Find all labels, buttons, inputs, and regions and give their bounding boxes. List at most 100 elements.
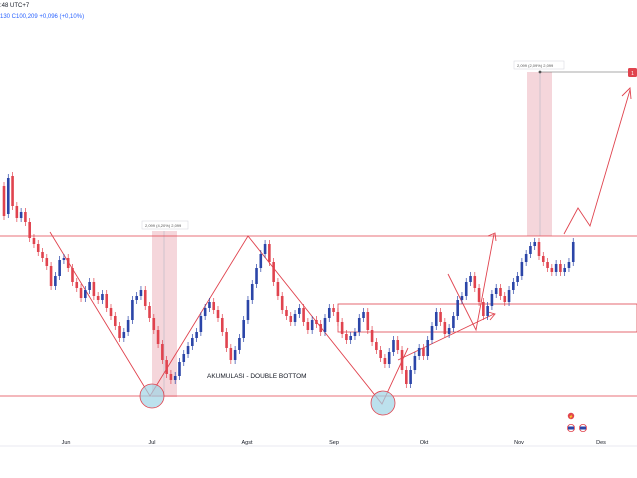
candle [366, 312, 370, 330]
arrowhead-2 [487, 232, 497, 242]
candle [447, 328, 451, 334]
candle [75, 282, 79, 288]
candle [357, 318, 361, 332]
candle [554, 264, 558, 272]
measure-box-1 [152, 231, 177, 397]
flash-icon: ⚡ [569, 414, 574, 419]
candle [332, 308, 335, 312]
candle [550, 268, 554, 272]
candle [460, 296, 464, 300]
candle [298, 308, 301, 314]
x-tick-label: Okt [420, 440, 429, 446]
candle [45, 258, 49, 266]
double-bottom-pattern [49, 231, 409, 405]
candle [516, 276, 519, 282]
measure-label-bg-1 [141, 220, 189, 230]
candle [92, 282, 96, 296]
candle [285, 310, 288, 316]
candle [84, 290, 87, 298]
candle [541, 256, 545, 262]
candle [62, 258, 66, 260]
target-dot [538, 70, 542, 74]
candle [477, 288, 481, 302]
candle [229, 348, 233, 360]
candle [268, 244, 271, 262]
candle [263, 244, 267, 254]
measure-label-1: 2,099 (4,20%) 2,099 [145, 223, 182, 228]
flag-icon-2 [580, 426, 586, 430]
flag-icon-1 [568, 426, 574, 430]
projection-arrowhead [621, 87, 632, 100]
candle [173, 376, 177, 380]
candle [520, 262, 524, 276]
candle [242, 320, 245, 338]
candle [563, 268, 566, 272]
candle [499, 288, 502, 296]
wedge-lines [447, 233, 495, 332]
candle [36, 244, 40, 252]
candle [41, 252, 44, 258]
candle [310, 320, 314, 330]
candle [362, 312, 365, 318]
event-icon-flash[interactable] [567, 412, 575, 420]
bottom-circle-1 [139, 383, 165, 409]
target-badge-label: 1 [631, 71, 634, 77]
candle [319, 324, 323, 332]
candle [66, 258, 70, 268]
candle [169, 374, 173, 380]
candle [533, 242, 537, 246]
candle [15, 206, 19, 218]
candle [409, 370, 412, 384]
candle [161, 344, 164, 360]
candle [482, 302, 485, 316]
candle [375, 342, 378, 350]
candle [182, 354, 186, 362]
candle [186, 346, 190, 354]
candle [417, 348, 421, 356]
candle [370, 330, 374, 342]
candle [216, 310, 220, 318]
candle [58, 260, 61, 276]
candle [422, 348, 425, 356]
candle [400, 350, 404, 370]
candle [24, 212, 27, 222]
candle [537, 242, 541, 256]
candlestick-series [2, 172, 575, 388]
candle [32, 238, 36, 244]
candle [387, 352, 391, 364]
candle [430, 326, 434, 340]
candle [195, 332, 198, 338]
projection-path [563, 89, 631, 235]
candle [353, 332, 357, 336]
candle [571, 242, 575, 262]
candle [152, 318, 156, 330]
candle [452, 316, 455, 328]
candle [54, 276, 57, 286]
candle [250, 284, 254, 300]
measure-label-bg-2 [513, 60, 565, 70]
candle [443, 322, 447, 334]
measure-box-2 [527, 72, 552, 236]
candle [302, 308, 305, 322]
candle [464, 282, 468, 296]
candle [306, 322, 310, 330]
candle [2, 186, 6, 216]
candle [191, 338, 194, 346]
candle [178, 362, 181, 376]
candle [323, 318, 327, 332]
candle [255, 268, 258, 284]
candle [349, 336, 352, 340]
candle [203, 308, 207, 316]
candle [405, 370, 408, 384]
candle [71, 268, 74, 282]
candle [96, 296, 100, 300]
target-badge[interactable] [628, 68, 637, 77]
candle [79, 288, 83, 298]
x-tick-label: Jul [148, 440, 155, 446]
candle [439, 312, 442, 322]
candle [272, 262, 275, 282]
x-tick-label: Nov [514, 440, 524, 446]
candle [156, 330, 160, 344]
candle [11, 176, 14, 206]
